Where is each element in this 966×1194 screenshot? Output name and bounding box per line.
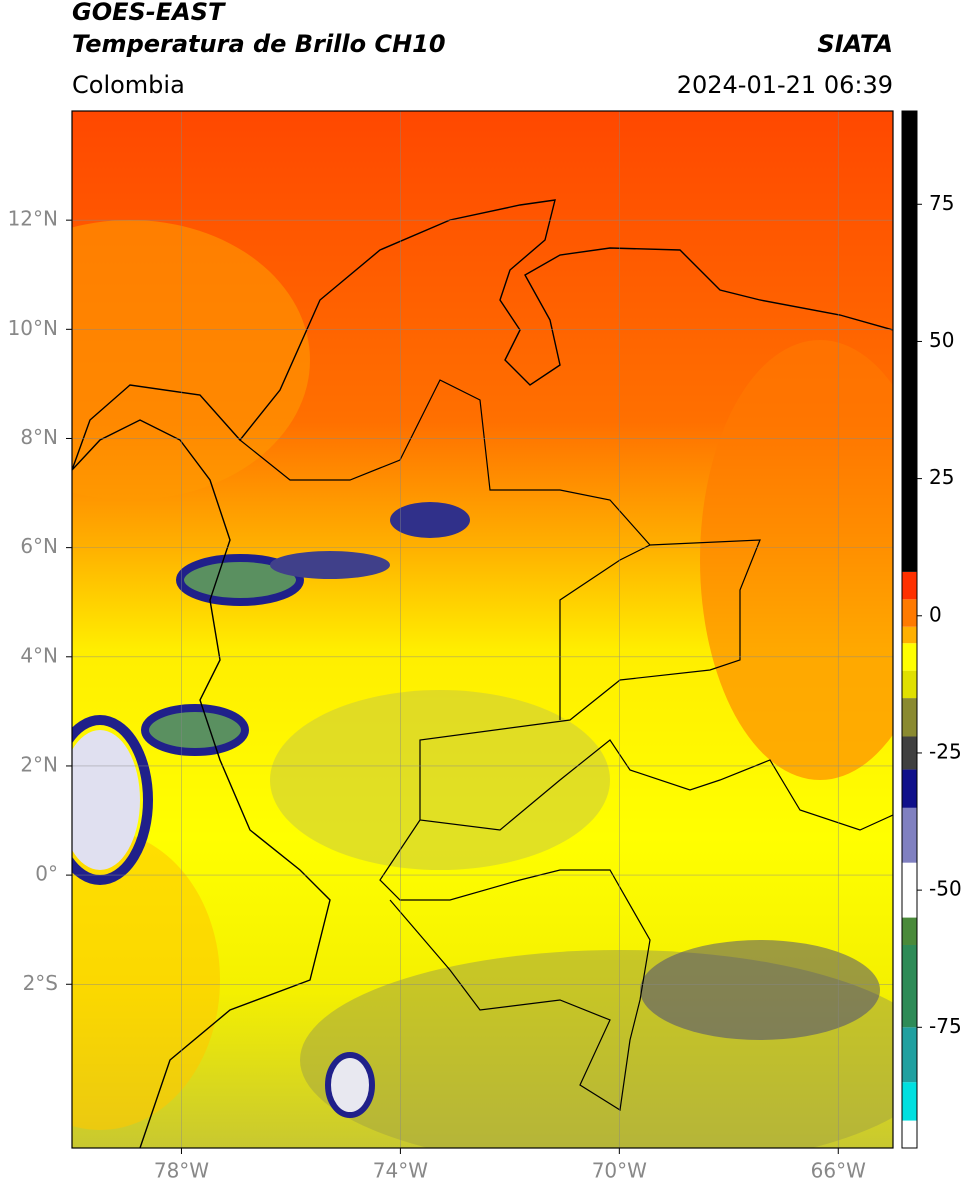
- map-frame: [71, 110, 894, 1149]
- colorbar-tick-label: -50: [929, 877, 962, 901]
- colorbar-tick-label: 0: [929, 602, 942, 626]
- grid: [72, 111, 893, 1148]
- colorbar-segment: [902, 944, 917, 1028]
- axis-ticks: 78°W 74°W 70°W 66°W 12°N 10°N 8°N 6°N 4°N 2°N 0° 2°…: [8, 207, 867, 1183]
- cloud: [72, 715, 153, 885]
- y-tick-label: 10°N: [8, 316, 58, 340]
- cloud: [390, 502, 470, 538]
- colorbar-segment: [902, 643, 917, 671]
- coastline: [72, 199, 893, 1148]
- colorbar-segment: [902, 807, 917, 863]
- colorbar-tick-label: -25: [929, 739, 962, 763]
- colorbar-segment: [902, 862, 917, 918]
- y-tick-label: 8°N: [20, 425, 58, 449]
- colorbar-segment: [902, 571, 917, 600]
- colorbar-segment: [902, 1082, 917, 1121]
- field: [270, 690, 610, 870]
- y-tick-label: 12°N: [8, 207, 58, 231]
- y-tick-label: 0°: [35, 862, 58, 886]
- subtitle: Temperatura de Brillo CH10: [72, 30, 446, 58]
- source: SIATA: [817, 30, 893, 58]
- x-tick-label: 74°W: [373, 1159, 428, 1183]
- colorbar-segment: [902, 1027, 917, 1083]
- colorbar-tick-label: 75: [929, 191, 954, 215]
- colorbar-segment: [902, 670, 917, 699]
- colorbar-tick-label: 25: [929, 465, 954, 489]
- colorbar-tick-label: -75: [929, 1014, 962, 1038]
- cloud: [640, 940, 880, 1040]
- colorbar-frame: [901, 110, 918, 1149]
- field: [72, 220, 310, 500]
- colorbar-segment: [902, 626, 917, 644]
- colorbar-segment: [902, 698, 917, 737]
- border: [239, 379, 893, 1111]
- x-tick-label: 78°W: [154, 1159, 209, 1183]
- cloud: [270, 551, 390, 579]
- cloud: [325, 1052, 375, 1118]
- cloud: [141, 704, 249, 756]
- region: Colombia: [72, 71, 185, 99]
- colorbar-segment: [902, 917, 917, 945]
- field: [700, 340, 893, 780]
- y-tick-label: 4°N: [20, 643, 58, 667]
- x-tick-label: 66°W: [811, 1159, 866, 1183]
- y-tick-label: 2°N: [20, 752, 58, 776]
- colorbar-segment: [902, 736, 917, 770]
- cloud: [176, 554, 304, 606]
- colorbar-segment: [902, 599, 917, 627]
- colorbar: 75 50 25 0 -25 -50 -75: [902, 111, 962, 1148]
- cloud: [72, 730, 140, 870]
- title: GOES-EAST: [72, 0, 226, 26]
- map-image: [72, 111, 893, 1148]
- colorbar-tick-label: 50: [929, 328, 954, 352]
- x-tick-label: 70°W: [592, 1159, 647, 1183]
- colorbar-segment: [902, 1120, 917, 1148]
- y-tick-label: 6°N: [20, 534, 58, 558]
- colorbar-segment: [902, 769, 917, 808]
- y-tick-label: 2°S: [23, 971, 58, 995]
- datetime: 2024-01-21 06:39: [677, 71, 893, 99]
- colorbar-segment: [902, 111, 917, 572]
- field: [72, 830, 220, 1130]
